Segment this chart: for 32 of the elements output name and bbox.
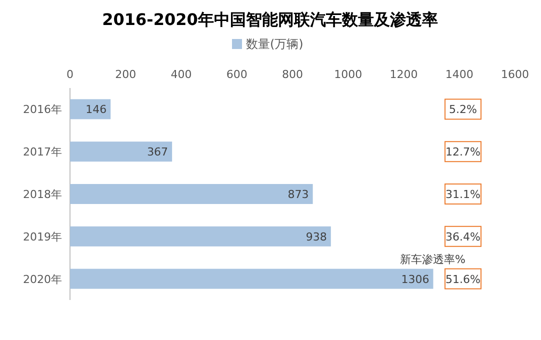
- bar: [70, 99, 111, 120]
- x-tick-label: 1600: [501, 68, 529, 81]
- y-tick-label: 2019年: [23, 230, 62, 244]
- data-label: 146: [86, 103, 107, 116]
- annotation: 31.1%: [446, 188, 480, 201]
- data-label: 938: [306, 230, 327, 244]
- x-tick-label: 1000: [334, 68, 362, 81]
- bar: [70, 142, 172, 162]
- annotation: 12.7%: [446, 146, 480, 159]
- y-tick-label: 2017年: [23, 146, 62, 159]
- bar: [70, 184, 313, 204]
- x-tick-label: 0: [66, 68, 74, 81]
- x-tick-label: 200: [115, 68, 136, 81]
- x-tick-label: 400: [170, 68, 192, 81]
- annotation: 5.2%: [449, 103, 477, 116]
- x-tick-label: 1400: [445, 68, 474, 81]
- legend-label: 数量(万辆): [246, 37, 304, 51]
- annotation: 36.4%: [446, 230, 480, 244]
- chart-title: 2016-2020年中国智能网联汽车数量及渗透率: [102, 10, 438, 29]
- y-tick-label: 2018年: [23, 188, 62, 201]
- data-label: 367: [147, 146, 168, 159]
- x-tick-label: 1200: [390, 68, 418, 81]
- y-tick-label: 2020年: [23, 272, 62, 286]
- annotation: 51.6%: [446, 272, 480, 286]
- annotation: 新车渗透率%: [400, 252, 466, 266]
- y-tick-label: 2016年: [23, 103, 62, 116]
- bar: [70, 268, 434, 289]
- bar: [70, 226, 331, 246]
- x-tick-label: 800: [282, 68, 303, 81]
- data-label: 873: [288, 188, 309, 201]
- x-tick-label: 600: [226, 68, 248, 81]
- data-label: 1306: [401, 272, 430, 286]
